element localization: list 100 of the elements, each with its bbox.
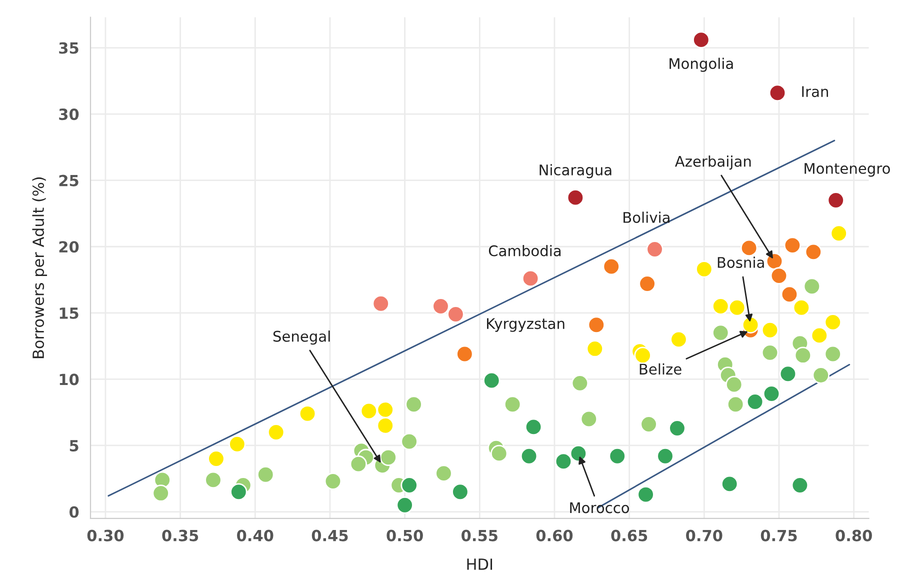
point <box>570 444 588 462</box>
x-tick-label: 0.65 <box>611 530 648 542</box>
x-tick-label: 0.40 <box>237 530 274 542</box>
point <box>452 483 469 500</box>
point <box>400 476 418 494</box>
y-tick-label: 35 <box>59 42 78 54</box>
point <box>670 330 688 348</box>
point <box>376 416 394 434</box>
point <box>298 405 316 422</box>
point <box>830 224 848 242</box>
point <box>712 324 730 342</box>
point <box>230 483 248 500</box>
annotation: Senegal <box>273 330 330 345</box>
annotation: Belize <box>640 363 682 375</box>
point <box>824 314 842 331</box>
point <box>638 275 656 292</box>
point <box>794 346 812 364</box>
y-tick-label: 15 <box>60 308 78 319</box>
point <box>712 298 730 315</box>
point <box>761 344 779 362</box>
x-tick-label: 0.45 <box>312 530 348 542</box>
point <box>740 239 758 257</box>
x-tick-label: 0.70 <box>686 530 722 542</box>
point <box>432 298 450 315</box>
point <box>350 455 368 473</box>
point <box>668 420 686 437</box>
x-tick-label: 0.75 <box>760 530 797 542</box>
point <box>761 322 779 339</box>
point <box>586 340 604 358</box>
point <box>152 484 170 502</box>
point <box>827 192 844 209</box>
point <box>646 240 664 258</box>
x-tick-label: 0.30 <box>87 530 124 542</box>
annotation: Cambodia <box>488 245 561 256</box>
point <box>376 401 394 418</box>
point <box>588 316 606 334</box>
point <box>804 243 822 261</box>
point <box>554 452 572 470</box>
point <box>634 346 652 364</box>
annotation: Azerbaijan <box>674 156 751 170</box>
point <box>792 299 810 316</box>
point <box>257 466 274 484</box>
point <box>803 278 821 296</box>
point <box>779 365 797 383</box>
point <box>267 424 285 441</box>
point <box>483 372 500 390</box>
y-tick-label: 5 <box>70 440 78 452</box>
point <box>824 345 842 363</box>
point <box>228 436 246 453</box>
annotation: Nicaragua <box>540 164 612 178</box>
point <box>372 295 390 312</box>
point <box>762 385 780 402</box>
annotation: Iran <box>802 86 828 98</box>
point <box>720 475 738 493</box>
point <box>742 316 760 334</box>
point <box>791 476 809 494</box>
point <box>566 188 584 206</box>
point <box>692 31 710 48</box>
point <box>768 84 786 102</box>
y-axis-title: Borrowers per Adult (%) <box>32 177 48 358</box>
point <box>324 472 342 490</box>
y-tick-label: 25 <box>59 174 78 186</box>
point <box>396 496 414 514</box>
point <box>504 396 522 413</box>
point <box>812 366 830 384</box>
annotation: Montenegro <box>804 163 890 177</box>
annotation: Bosnia <box>718 256 764 268</box>
point <box>696 260 713 278</box>
annotation: Kyrgyzstan <box>487 318 564 332</box>
y-tick-label: 20 <box>59 241 79 253</box>
point <box>524 418 542 436</box>
point <box>608 447 626 465</box>
point <box>726 396 744 413</box>
point <box>656 447 674 465</box>
x-tick-label: 0.55 <box>462 530 498 542</box>
y-tick-label: 10 <box>60 374 79 386</box>
point <box>580 410 598 428</box>
x-tick-label: 0.80 <box>836 530 872 542</box>
point <box>640 416 658 433</box>
point <box>784 236 802 254</box>
point <box>490 444 508 462</box>
point <box>571 374 589 392</box>
x-tick-label: 0.35 <box>162 530 198 542</box>
point <box>400 432 418 450</box>
point <box>770 267 788 284</box>
y-tick-label: 30 <box>59 108 79 120</box>
point <box>522 270 540 288</box>
x-tick-label: 0.60 <box>536 530 573 542</box>
x-axis-title: HDI <box>467 558 492 570</box>
point <box>602 258 620 276</box>
annotation: Mongolia <box>670 58 733 72</box>
point <box>447 306 464 323</box>
point <box>810 326 828 344</box>
point <box>456 345 474 363</box>
point <box>637 486 654 504</box>
x-tick-label: 0.50 <box>386 530 423 542</box>
point <box>405 396 422 413</box>
point <box>520 447 538 465</box>
point <box>746 393 764 410</box>
annotation: Bolivia <box>624 212 670 223</box>
